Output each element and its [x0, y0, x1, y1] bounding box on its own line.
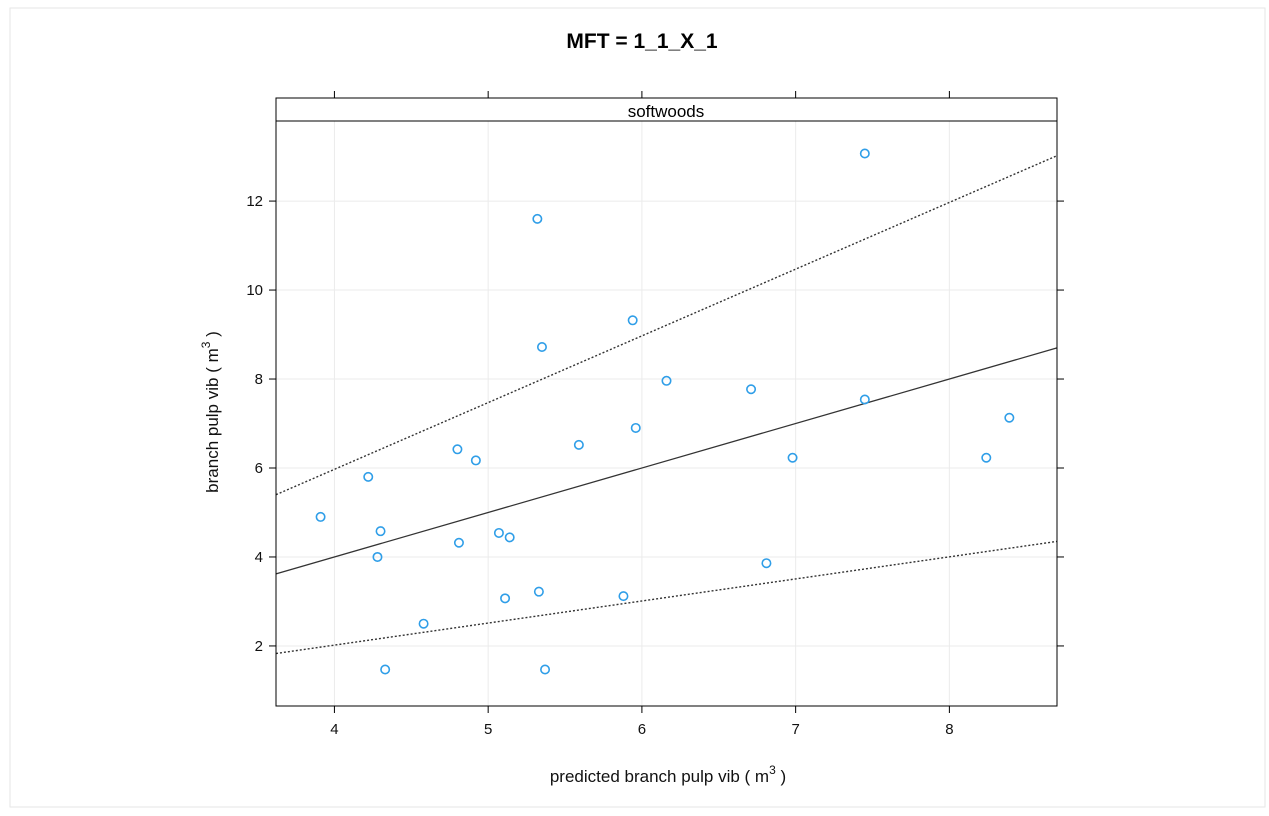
data-point — [375, 526, 386, 537]
y-tick-label: 8 — [255, 371, 263, 388]
gridlines — [276, 121, 1057, 706]
data-point — [470, 455, 481, 466]
x-axis-label: predicted branch pulp vib ( m3 ) — [550, 763, 786, 786]
y-tick-label: 2 — [255, 638, 263, 655]
data-point — [859, 148, 870, 159]
x-tick-label: 6 — [638, 721, 646, 738]
x-axis-label-end: ) — [776, 767, 786, 786]
data-point — [573, 439, 584, 450]
data-point — [618, 591, 629, 602]
data-point — [787, 452, 798, 463]
y-tick-label: 10 — [246, 282, 263, 299]
bound-line-1 — [275, 155, 1058, 496]
data-point — [372, 551, 383, 562]
x-axis-label-main: predicted branch pulp vib ( m — [550, 767, 769, 786]
x-tick-label: 8 — [945, 721, 953, 738]
y-tick-label: 6 — [255, 460, 263, 477]
data-point — [540, 664, 551, 675]
data-point — [504, 532, 515, 543]
data-point — [859, 394, 870, 405]
data-point — [627, 315, 638, 326]
reference-lines — [275, 155, 1058, 655]
data-point — [452, 444, 463, 455]
data-point — [1004, 412, 1015, 423]
data-point — [630, 422, 641, 433]
figure-frame — [9, 7, 1266, 808]
y-axis-label-main: branch pulp vib ( m — [203, 348, 222, 493]
data-point — [453, 537, 464, 548]
y-axis-label: branch pulp vib ( m3 ) — [199, 331, 222, 493]
data-point — [493, 527, 504, 538]
fit-line — [275, 347, 1058, 575]
chart-title: MFT = 1_1_X_1 — [566, 30, 717, 53]
y-axis-label-end: ) — [203, 331, 222, 341]
data-point — [536, 341, 547, 352]
data-points — [315, 148, 1015, 675]
data-point — [380, 664, 391, 675]
bound-line-2 — [275, 540, 1058, 655]
data-point — [500, 593, 511, 604]
axis-ticks: 4 5 6 7 8 2 4 6 8 10 12 — [246, 91, 1064, 738]
strip-label: softwoods — [628, 102, 705, 121]
y-tick-label: 12 — [246, 193, 263, 210]
x-axis-label-sup: 3 — [769, 763, 776, 777]
data-point — [315, 511, 326, 522]
plot-panel-border — [275, 120, 1058, 707]
x-tick-label: 4 — [330, 721, 338, 738]
y-tick-label: 4 — [255, 549, 263, 566]
y-axis-label-sup: 3 — [199, 341, 213, 348]
data-point — [533, 586, 544, 597]
data-point — [981, 452, 992, 463]
x-tick-label: 5 — [484, 721, 492, 738]
x-tick-label: 7 — [791, 721, 799, 738]
data-point — [761, 558, 772, 569]
data-point — [661, 375, 672, 386]
data-point — [418, 618, 429, 629]
data-point — [746, 384, 757, 395]
data-point — [532, 213, 543, 224]
data-point — [363, 471, 374, 482]
